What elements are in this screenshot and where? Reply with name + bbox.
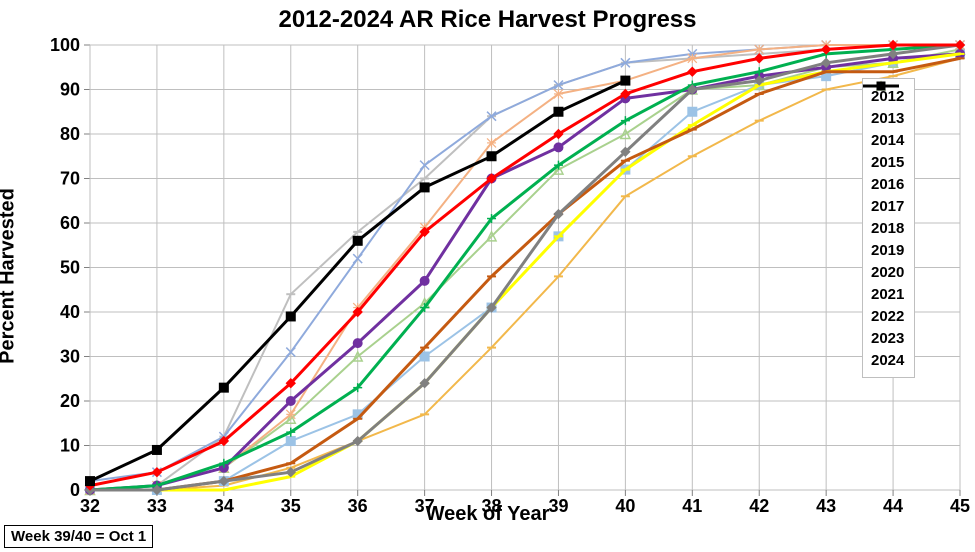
x-tick-label: 39: [548, 496, 568, 516]
legend-item-2019: 2019: [871, 239, 904, 261]
legend-label: 2024: [871, 352, 904, 369]
y-tick-label: 90: [60, 80, 80, 100]
legend-label: 2018: [871, 220, 904, 237]
y-tick-label: 50: [60, 258, 80, 278]
x-tick-label: 34: [214, 496, 234, 516]
legend-item-2020: 2020: [871, 261, 904, 283]
x-tick-label: 37: [415, 496, 435, 516]
y-tick-label: 70: [60, 169, 80, 189]
legend-item-2018: 2018: [871, 217, 904, 239]
legend-label: 2014: [871, 132, 904, 149]
legend-item-2021: 2021: [871, 283, 904, 305]
legend-swatch-icon: [863, 79, 899, 93]
x-tick-label: 33: [147, 496, 167, 516]
x-tick-label: 43: [816, 496, 836, 516]
x-tick-label: 41: [682, 496, 702, 516]
legend-item-2014: 2014: [871, 129, 904, 151]
legend-item-2024: 2024: [871, 349, 904, 371]
x-tick-label: 42: [749, 496, 769, 516]
legend-label: 2021: [871, 286, 904, 303]
x-tick-label: 36: [348, 496, 368, 516]
x-tick-label: 45: [950, 496, 970, 516]
x-tick-label: 32: [80, 496, 100, 516]
y-tick-label: 20: [60, 391, 80, 411]
legend-item-2017: 2017: [871, 195, 904, 217]
legend-label: 2022: [871, 308, 904, 325]
legend-label: 2013: [871, 110, 904, 127]
y-tick-label: 10: [60, 436, 80, 456]
legend: 2012201320142015201620172018201920202021…: [862, 78, 915, 378]
legend-item-2023: 2023: [871, 327, 904, 349]
y-tick-label: 80: [60, 124, 80, 144]
y-tick-label: 30: [60, 347, 80, 367]
x-tick-label: 35: [281, 496, 301, 516]
line-chart: 0 10 20 30 40 50 60 70 80 90 100 32 33 34 35 36 37 38 39 40…: [0, 0, 975, 552]
legend-label: 2023: [871, 330, 904, 347]
y-tick-label: 100: [50, 35, 80, 55]
legend-item-2022: 2022: [871, 305, 904, 327]
legend-item-2013: 2013: [871, 107, 904, 129]
y-tick-label: 40: [60, 302, 80, 322]
x-tick-label: 40: [615, 496, 635, 516]
x-tick-label: 44: [883, 496, 903, 516]
legend-item-2015: 2015: [871, 151, 904, 173]
legend-label: 2015: [871, 154, 904, 171]
y-tick-label: 0: [70, 480, 80, 500]
x-tick-label: 38: [482, 496, 502, 516]
legend-label: 2019: [871, 242, 904, 259]
legend-label: 2020: [871, 264, 904, 281]
legend-label: 2017: [871, 198, 904, 215]
legend-item-2016: 2016: [871, 173, 904, 195]
legend-label: 2016: [871, 176, 904, 193]
y-tick-label: 60: [60, 213, 80, 233]
